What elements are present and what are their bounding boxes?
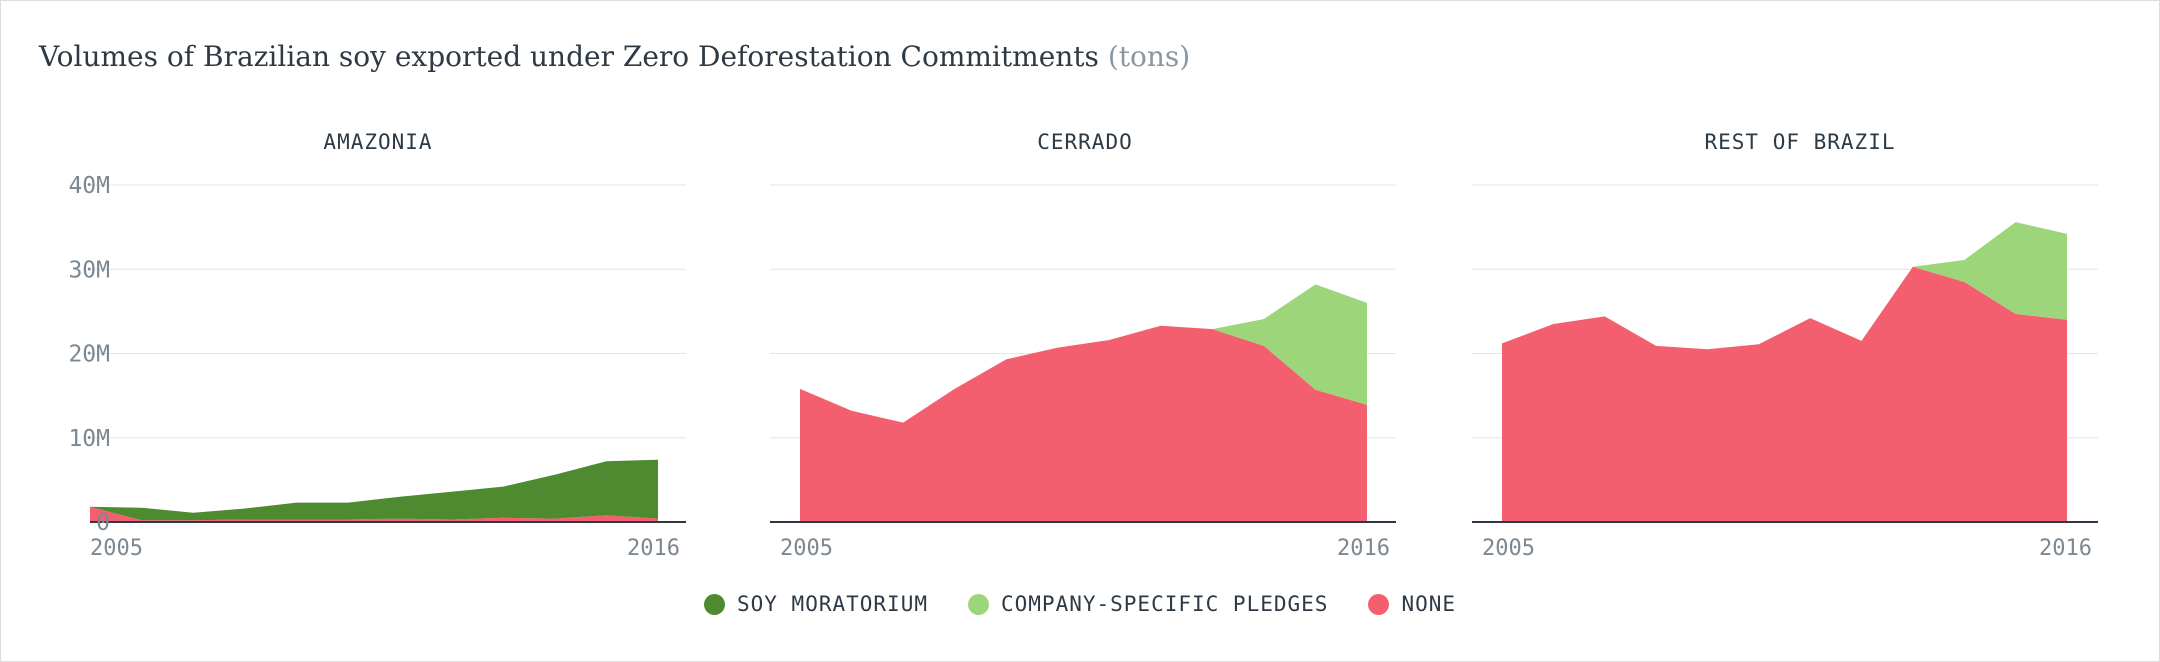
y-tick-label: 20M	[68, 342, 110, 368]
x-tick-label: 2016	[627, 536, 680, 561]
legend: SOY MORATORIUM COMPANY-SPECIFIC PLEDGES NO…	[0, 592, 2160, 616]
x-tick-label: 2016	[2039, 536, 2092, 561]
panel-title: CERRADO	[1037, 130, 1133, 154]
area-company-specific-pledges	[800, 284, 1367, 423]
x-tick-label: 2016	[1337, 536, 1390, 561]
x-tick-label: 2005	[1482, 536, 1535, 561]
area-soy-moratorium	[90, 459, 658, 521]
legend-item-soy-moratorium: SOY MORATORIUM	[703, 592, 928, 616]
area-none	[90, 506, 658, 522]
legend-label: NONE	[1401, 592, 1457, 616]
chart-title: Volumes of Brazilian soy exported under …	[39, 40, 1190, 73]
x-tick-label: 2005	[90, 536, 143, 561]
legend-label: COMPANY-SPECIFIC PLEDGES	[1001, 592, 1329, 616]
legend-swatch	[703, 593, 725, 615]
legend-swatch	[1368, 593, 1390, 615]
area-none	[1502, 266, 2067, 522]
chart-title-text: Volumes of Brazilian soy exported under …	[39, 40, 1099, 73]
chart-title-unit: (tons)	[1107, 40, 1191, 73]
legend-item-none: NONE	[1368, 592, 1456, 616]
y-tick-label: 40M	[68, 173, 110, 199]
area-company-specific-pledges	[1502, 222, 2067, 350]
x-tick-label: 2005	[780, 536, 833, 561]
panel-amazonia: AMAZONIA 2005 2016 0 10M 20M 30M 40M	[68, 130, 686, 561]
panel-rest-of-brazil: REST OF BRAZIL 2005 2016	[1472, 130, 2098, 561]
y-tick-label: 10M	[68, 426, 110, 452]
y-tick-label: 30M	[68, 257, 110, 283]
panel-cerrado: CERRADO 2005 2016	[770, 130, 1396, 561]
y-tick-label: 0	[96, 510, 110, 536]
panel-title: REST OF BRAZIL	[1704, 130, 1895, 154]
legend-swatch	[968, 593, 989, 615]
legend-item-company-pledges: COMPANY-SPECIFIC PLEDGES	[968, 592, 1328, 616]
area-none	[800, 325, 1367, 522]
legend-label: SOY MORATORIUM	[736, 592, 928, 616]
panel-title: AMAZONIA	[323, 130, 432, 154]
